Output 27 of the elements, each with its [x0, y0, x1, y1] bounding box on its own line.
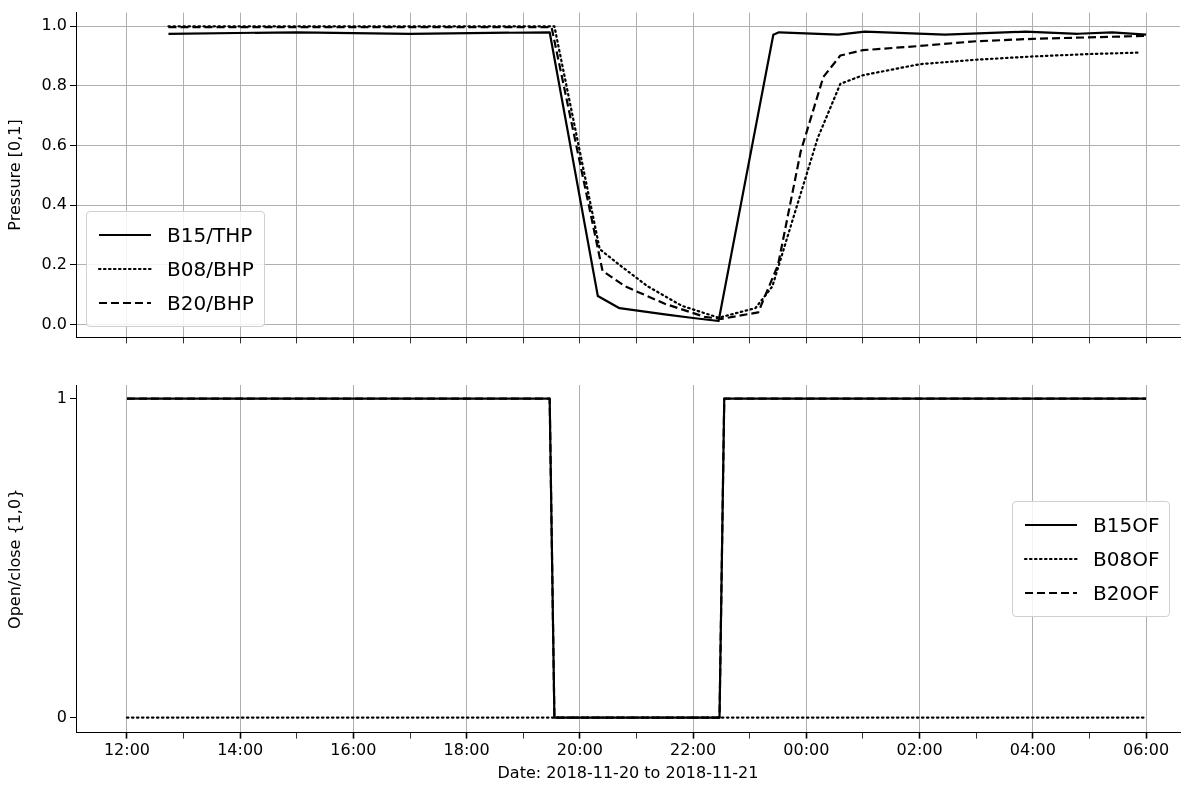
y-tick-label: 1.0 — [41, 15, 67, 35]
legend-label: B20/BHP — [167, 291, 254, 316]
legend-label: B08OF — [1093, 546, 1160, 571]
x-tick-label: 18:00 — [443, 740, 490, 760]
y-tick-label: 1 — [56, 387, 67, 407]
legend-label: B08/BHP — [167, 257, 254, 282]
y-axis-title: Open/close {1,0} — [4, 488, 24, 629]
x-tick-label: 06:00 — [1122, 740, 1170, 760]
x-tick-label: 16:00 — [330, 740, 377, 760]
y-tick-label: 0.0 — [41, 313, 67, 333]
x-tick-label: 20:00 — [556, 740, 603, 760]
y-tick-label: 0.6 — [41, 134, 67, 154]
y-tick-label: 0.2 — [41, 254, 67, 274]
y-tick-label: 0.4 — [41, 194, 67, 214]
x-tick-label: 14:00 — [217, 740, 264, 760]
x-tick-label: 04:00 — [1009, 740, 1056, 760]
x-tick-label: 00:00 — [783, 740, 830, 760]
x-tick-label: 02:00 — [896, 740, 943, 760]
x-tick-label: 12:00 — [103, 740, 151, 760]
legend-label: B15OF — [1093, 512, 1160, 537]
x-tick-label: 22:00 — [670, 740, 717, 760]
y-tick-label: 0.8 — [41, 75, 67, 95]
y-tick-label: 0 — [56, 706, 67, 726]
legend-label: B20OF — [1093, 580, 1160, 605]
legend-label: B15/THP — [167, 223, 253, 248]
x-axis-title: Date: 2018-11-20 to 2018-11-21 — [497, 762, 759, 782]
y-axis-title: Pressure [0,1] — [4, 119, 24, 231]
